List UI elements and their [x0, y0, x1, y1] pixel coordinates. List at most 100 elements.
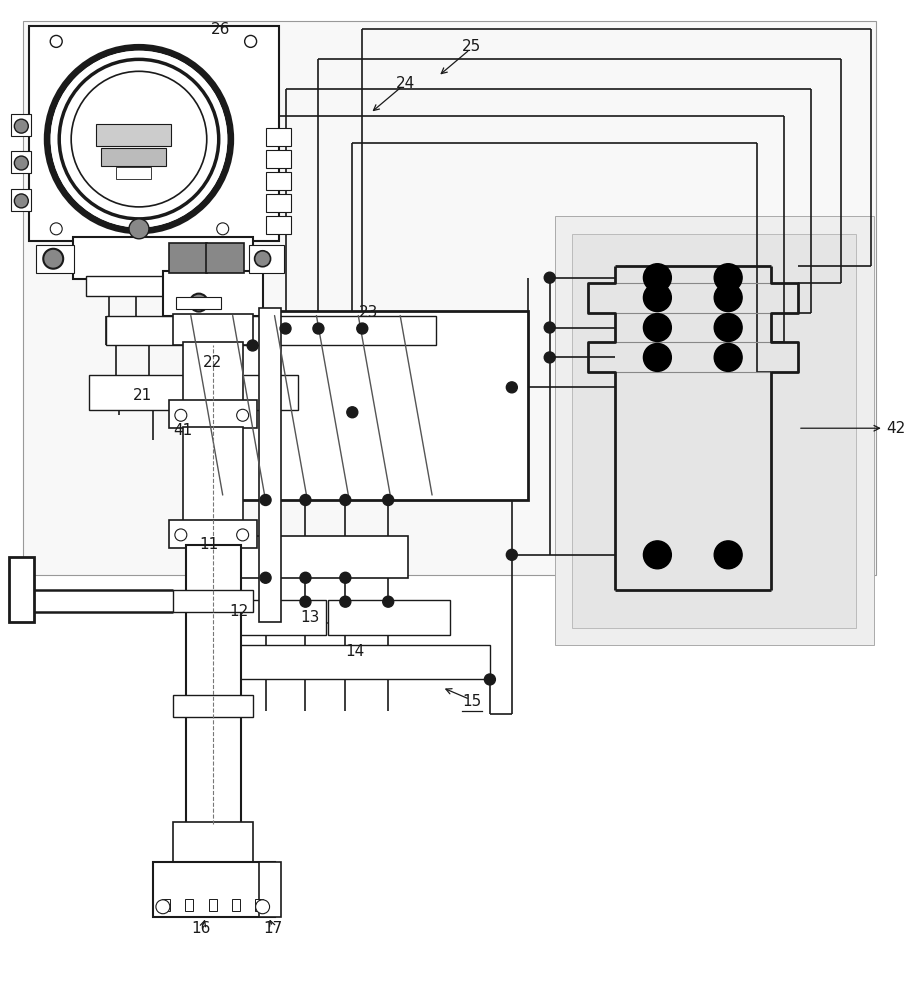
Bar — [186, 545, 241, 824]
Bar — [231, 899, 240, 911]
Bar — [555, 216, 874, 645]
Circle shape — [643, 343, 671, 371]
Bar — [185, 899, 193, 911]
Bar — [9, 557, 35, 622]
Bar — [571, 234, 855, 628]
Circle shape — [237, 529, 249, 541]
Bar — [173, 695, 252, 717]
Bar — [106, 316, 268, 345]
Circle shape — [50, 223, 62, 235]
Bar — [183, 427, 242, 522]
Circle shape — [15, 194, 28, 208]
Circle shape — [714, 284, 742, 312]
Circle shape — [714, 264, 742, 292]
Bar — [169, 520, 257, 548]
Bar — [249, 245, 283, 273]
Circle shape — [383, 495, 394, 505]
Text: 41: 41 — [173, 423, 192, 438]
Bar — [169, 400, 257, 428]
Bar — [209, 899, 217, 911]
Circle shape — [340, 572, 351, 583]
Bar — [173, 590, 252, 612]
Bar — [11, 189, 31, 211]
Bar — [269, 316, 436, 345]
Bar — [266, 194, 291, 212]
Circle shape — [237, 409, 249, 421]
Bar — [162, 899, 169, 911]
Bar — [173, 822, 252, 864]
Circle shape — [280, 323, 291, 334]
Circle shape — [189, 294, 208, 312]
Bar — [209, 311, 527, 500]
Circle shape — [254, 251, 271, 267]
Bar — [266, 128, 291, 146]
Bar — [11, 151, 31, 173]
Bar — [266, 150, 291, 168]
Circle shape — [544, 322, 555, 333]
Text: 25: 25 — [462, 39, 482, 54]
Circle shape — [485, 674, 496, 685]
Text: 12: 12 — [229, 604, 249, 619]
Circle shape — [714, 541, 742, 569]
Bar — [87, 276, 241, 296]
Bar — [173, 314, 252, 345]
Circle shape — [245, 35, 257, 47]
Bar — [176, 297, 220, 309]
Bar — [89, 375, 299, 410]
Circle shape — [340, 495, 351, 505]
Text: 22: 22 — [203, 355, 222, 370]
Circle shape — [300, 596, 311, 607]
Circle shape — [714, 343, 742, 371]
Bar — [36, 245, 74, 273]
Circle shape — [544, 272, 555, 283]
Circle shape — [643, 314, 671, 341]
Circle shape — [340, 596, 351, 607]
Text: 16: 16 — [191, 921, 210, 936]
Circle shape — [175, 529, 187, 541]
Text: 23: 23 — [359, 305, 378, 320]
Circle shape — [300, 495, 311, 505]
Circle shape — [643, 284, 671, 312]
Circle shape — [217, 223, 229, 235]
Bar — [229, 645, 490, 679]
Bar — [183, 342, 242, 402]
Bar — [328, 600, 450, 635]
Circle shape — [643, 541, 671, 569]
Bar — [266, 216, 291, 234]
Text: 21: 21 — [133, 388, 152, 403]
Circle shape — [714, 314, 742, 341]
Circle shape — [175, 409, 187, 421]
Circle shape — [357, 323, 368, 334]
Bar — [229, 536, 408, 578]
Text: 13: 13 — [301, 610, 320, 625]
Bar — [163, 271, 262, 316]
Circle shape — [313, 323, 324, 334]
Circle shape — [59, 59, 219, 219]
Bar — [259, 308, 281, 622]
Circle shape — [300, 572, 311, 583]
Circle shape — [129, 219, 148, 239]
Bar — [153, 862, 274, 917]
Text: 26: 26 — [211, 22, 230, 37]
Bar — [254, 899, 262, 911]
Circle shape — [261, 572, 271, 583]
Circle shape — [71, 71, 207, 207]
Circle shape — [507, 549, 517, 560]
Bar — [101, 148, 166, 166]
Text: 15: 15 — [462, 694, 482, 709]
Text: 11: 11 — [200, 537, 219, 552]
Bar — [73, 237, 252, 279]
Circle shape — [43, 249, 63, 269]
Circle shape — [247, 340, 258, 351]
Bar — [11, 114, 31, 136]
Text: 17: 17 — [263, 921, 282, 936]
Circle shape — [156, 900, 169, 914]
Circle shape — [507, 382, 517, 393]
Circle shape — [261, 495, 271, 505]
Bar — [96, 124, 171, 146]
Circle shape — [256, 900, 270, 914]
Circle shape — [15, 119, 28, 133]
Circle shape — [50, 35, 62, 47]
Circle shape — [383, 596, 394, 607]
Bar — [266, 172, 291, 190]
